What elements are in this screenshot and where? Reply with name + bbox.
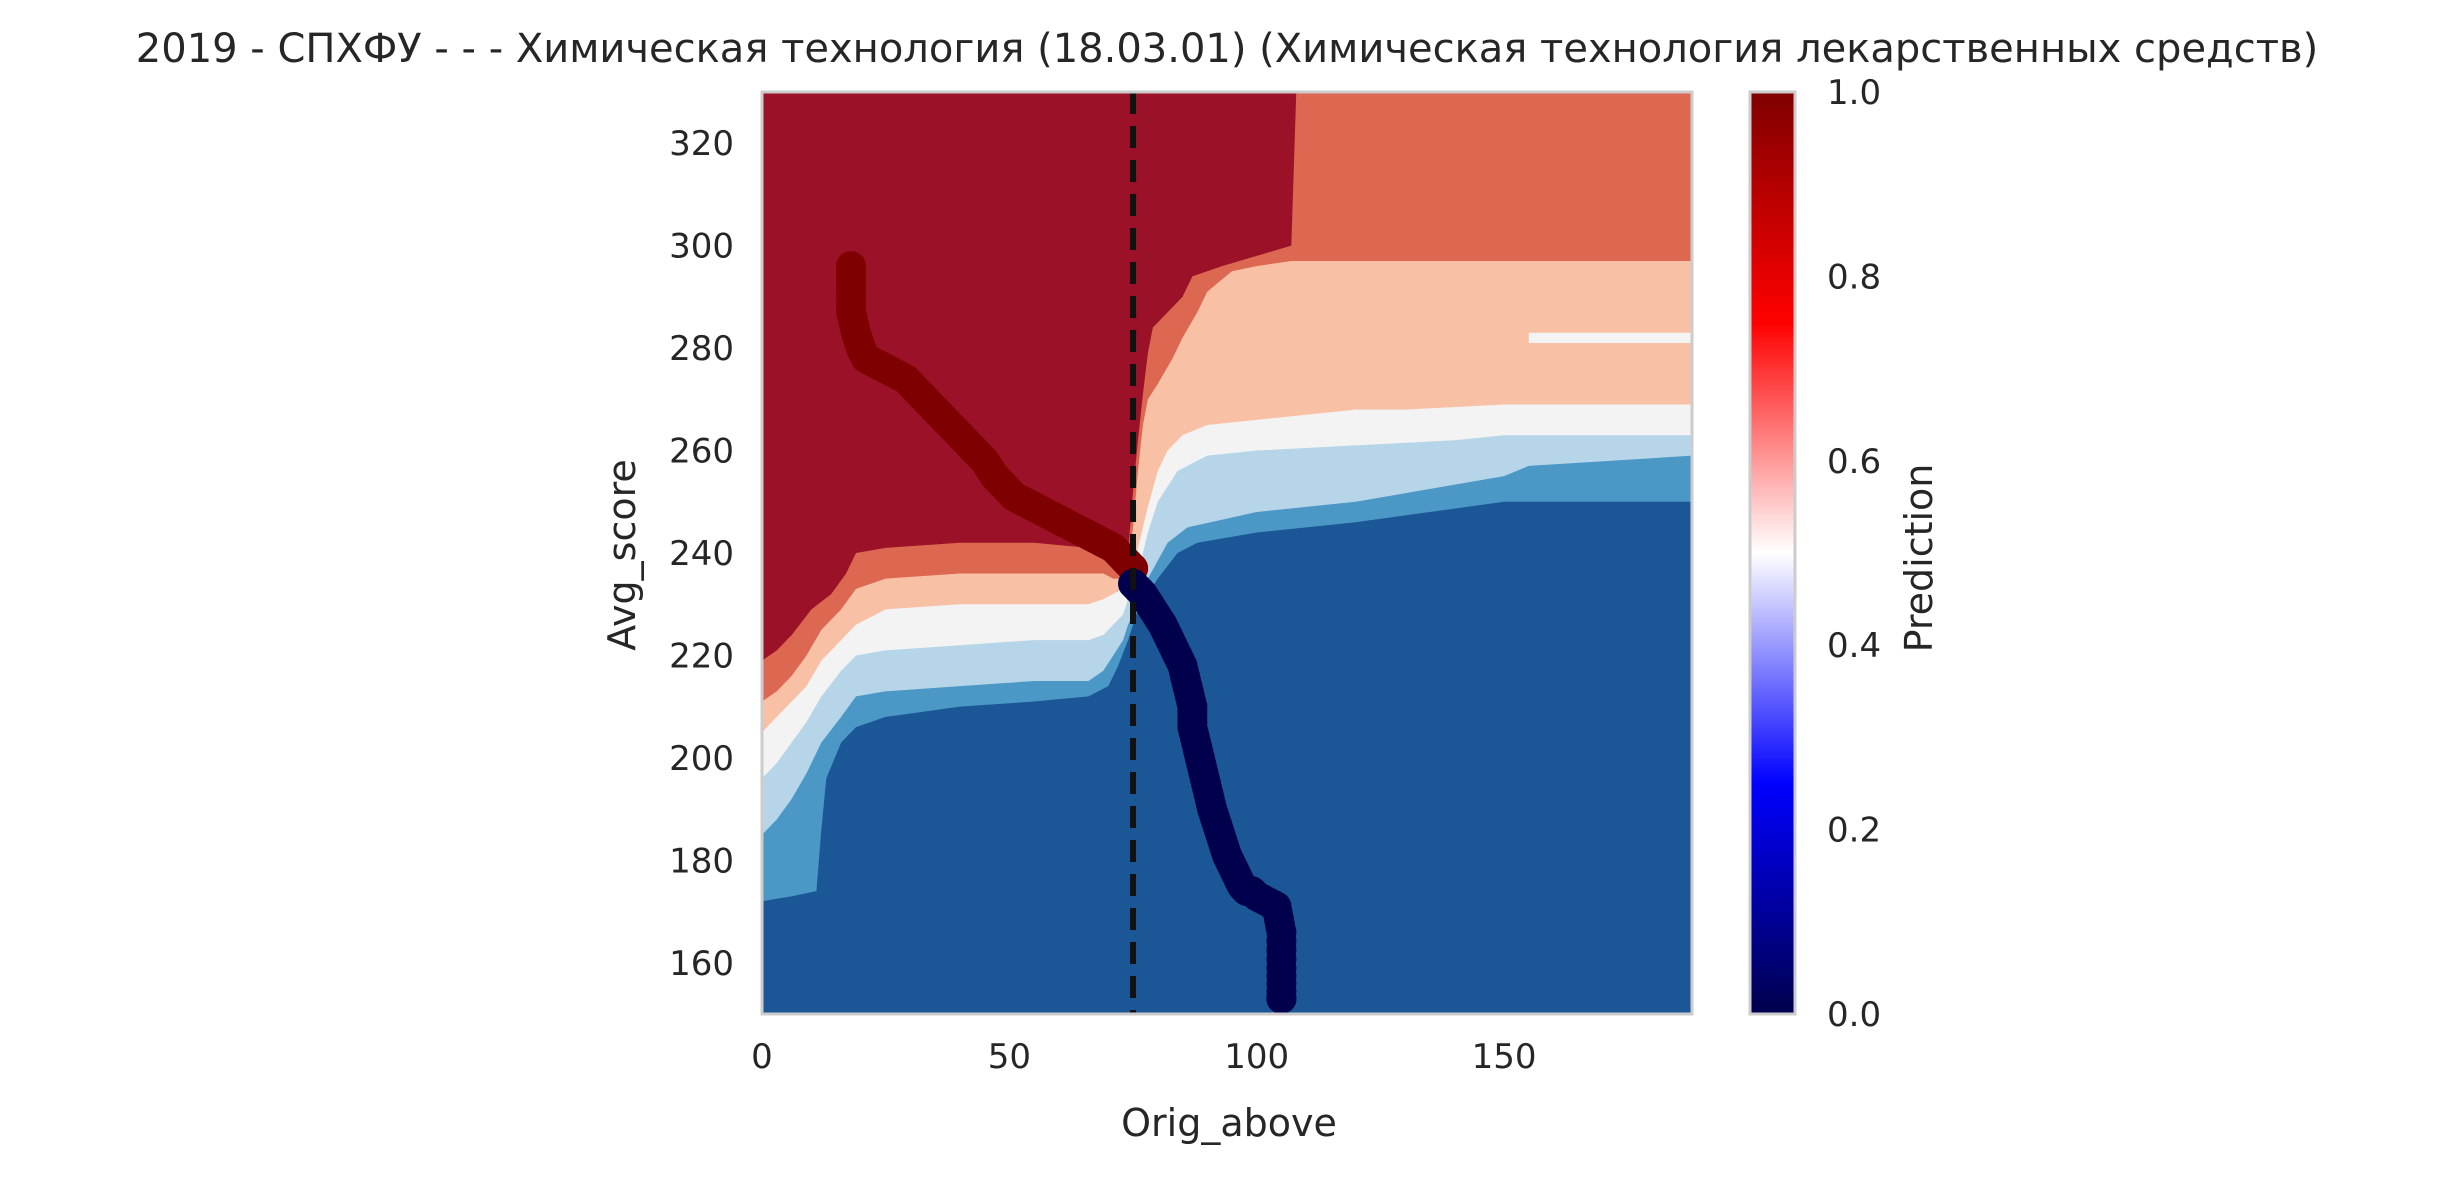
contour-fill <box>762 92 1692 1014</box>
y-axis-label: Avg_score <box>600 459 644 650</box>
y-tick-label: 320 <box>669 124 734 164</box>
y-tick-label: 220 <box>669 636 734 676</box>
contour-stripe <box>1528 332 1692 343</box>
x-axis: 0 50 100 150 <box>751 1037 1536 1077</box>
colorbar-ticks: 0.0 0.2 0.4 0.6 0.8 1.0 <box>1827 73 1881 1035</box>
contour-level-6 <box>762 92 1297 661</box>
colorbar-tick-label: 0.8 <box>1827 257 1881 297</box>
path-point <box>1266 983 1297 1014</box>
colorbar-label: Prediction <box>1897 464 1941 653</box>
chart-title: 2019 - СПХФУ - - - Химическая технология… <box>136 26 2318 72</box>
x-tick-label: 50 <box>988 1037 1031 1077</box>
colorbar-tick-label: 1.0 <box>1827 73 1881 113</box>
colorbar-tick-label: 0.0 <box>1827 995 1881 1035</box>
y-tick-label: 260 <box>669 432 734 472</box>
colorbar-tick-label: 0.4 <box>1827 626 1881 666</box>
colorbar-tick-label: 0.2 <box>1827 811 1881 851</box>
x-axis-label: Orig_above <box>1121 1101 1337 1145</box>
colorbar-tick-label: 0.6 <box>1827 442 1881 482</box>
y-tick-label: 180 <box>669 841 734 881</box>
x-tick-label: 150 <box>1472 1037 1537 1077</box>
y-tick-label: 300 <box>669 227 734 267</box>
y-tick-label: 280 <box>669 329 734 369</box>
y-tick-label: 200 <box>669 739 734 779</box>
colorbar: 0.0 0.2 0.4 0.6 0.8 1.0 Prediction <box>1748 73 1941 1035</box>
prediction-path <box>836 251 1297 1014</box>
y-tick-label: 240 <box>669 534 734 574</box>
x-tick-label: 100 <box>1224 1037 1289 1077</box>
y-tick-label: 160 <box>669 944 734 984</box>
y-axis: 160 180 200 220 240 260 280 300 320 <box>669 124 734 984</box>
plot-area <box>760 90 1694 1016</box>
x-tick-label: 0 <box>751 1037 773 1077</box>
colorbar-gradient <box>1748 90 1797 1016</box>
plot-frame <box>760 90 1694 1016</box>
